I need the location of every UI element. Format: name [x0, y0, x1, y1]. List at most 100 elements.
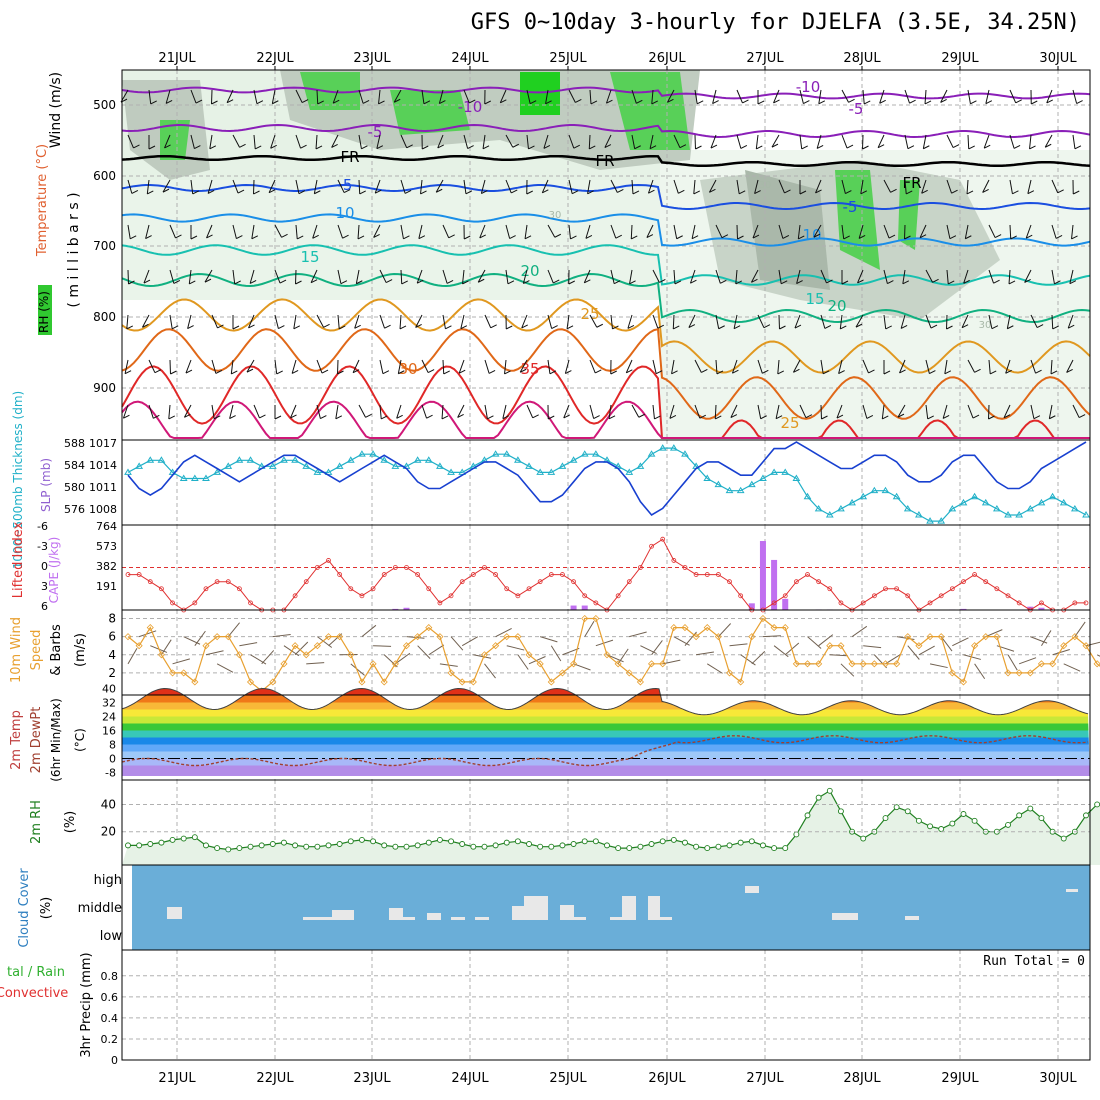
ylabel-temp: Temperature (°C)	[35, 144, 50, 257]
wind-barb	[379, 314, 386, 329]
rh-marker	[503, 839, 510, 846]
wind-speed-marker	[191, 678, 199, 686]
rh-marker	[125, 842, 131, 849]
wind-barb-flag	[1013, 144, 1021, 149]
rh-marker	[481, 843, 488, 850]
wind-barb	[188, 269, 192, 284]
date-label-top: 30JUL	[1039, 51, 1077, 66]
wind-speed-marker	[347, 651, 355, 659]
rh-marker	[258, 842, 265, 849]
wind-barb	[1030, 314, 1038, 328]
wind-barb	[352, 359, 360, 373]
lifted-index-marker	[860, 600, 866, 606]
ylabel-cloud: Cloud Cover	[17, 868, 32, 948]
wind-speed-marker	[859, 660, 867, 668]
wind-barb-flag	[877, 144, 885, 149]
wind-barb	[974, 663, 986, 680]
wind-barb	[689, 269, 696, 284]
wind-barb	[477, 269, 486, 283]
wind-barb	[519, 359, 528, 373]
wind-speed-marker	[324, 633, 333, 641]
wind-speed-marker	[848, 660, 856, 668]
lifted-index-marker	[292, 593, 298, 599]
wind-barb-flag	[718, 325, 725, 330]
thickness-marker	[569, 456, 578, 463]
wind-barb	[1072, 404, 1080, 418]
wind-barb	[836, 404, 843, 419]
wind-barb	[985, 89, 990, 104]
lifted-index-marker	[649, 543, 654, 549]
wind-barb-flag	[343, 189, 351, 194]
thickness-marker	[380, 456, 389, 463]
rh-marker	[336, 841, 343, 847]
wind-barb-flag	[720, 279, 727, 284]
thickness-marker	[558, 462, 567, 469]
wind-barb-flag	[756, 145, 763, 150]
rh-marker	[1016, 812, 1023, 819]
wind-barb-flag	[1046, 99, 1053, 104]
wind-barb-flag	[691, 235, 699, 240]
wind-barb	[480, 179, 486, 194]
lifted-index-marker	[626, 579, 632, 585]
lifted-index-marker	[894, 586, 900, 592]
wind-barb	[230, 359, 234, 374]
wind-barb-flag	[801, 145, 808, 150]
rh-marker	[169, 836, 176, 843]
wind-barb	[839, 314, 843, 329]
wind-barb	[731, 359, 738, 374]
ytick-thickness: 576	[64, 503, 85, 516]
wind-barb	[1085, 641, 1100, 647]
wind-barb	[925, 404, 929, 419]
wind-barb-flag	[904, 235, 911, 240]
wind-barb	[127, 179, 133, 194]
wind-barb	[925, 269, 934, 283]
lifted-index-marker	[838, 600, 844, 606]
lifted-index-marker	[170, 600, 175, 606]
lifted-index-marker	[871, 593, 877, 599]
wind-barb-flag	[634, 145, 641, 150]
rh-fill	[122, 790, 1100, 865]
cloud-block	[574, 917, 586, 920]
wind-barb-flag	[590, 100, 598, 105]
wind-barb	[122, 404, 129, 419]
wind-barb	[851, 625, 868, 638]
wind-barb-flag	[279, 279, 287, 284]
wind-speed-marker	[737, 678, 745, 686]
wind-barb	[1018, 657, 1037, 665]
wind-barb-flag	[189, 280, 196, 285]
wind-barb-flag	[337, 370, 344, 375]
wind-barb	[272, 633, 291, 638]
wind-barb	[706, 663, 723, 674]
wind-barb-flag	[905, 190, 913, 195]
rh-marker	[1060, 835, 1067, 842]
panel-frame	[121, 949, 1091, 1061]
wind-barb	[473, 654, 492, 659]
wind-barb-flag	[1044, 143, 1052, 148]
lifted-index-marker	[415, 572, 421, 577]
wind-barb	[185, 359, 192, 374]
date-label-top: 21JUL	[158, 51, 196, 66]
contour-label: 30	[759, 180, 772, 191]
cloud-block	[403, 917, 415, 920]
wind-speed-marker	[614, 660, 622, 668]
wind-barb-flag	[629, 280, 636, 285]
wind-barb-flag	[951, 189, 958, 194]
cape-bar	[1038, 607, 1045, 610]
rh-marker	[281, 839, 287, 846]
wind-barb-flag	[1069, 280, 1077, 285]
temperature-contour-line	[121, 327, 1091, 420]
wind-barb-flag	[968, 145, 975, 150]
wind-barb-flag	[422, 145, 429, 150]
wind-barb	[541, 179, 549, 193]
wind-barb	[1052, 649, 1070, 656]
lifted-index-marker	[359, 593, 365, 599]
wind-speed-marker	[503, 633, 511, 641]
wind-barb	[946, 269, 949, 284]
wind-barb-flag	[923, 145, 930, 150]
ylabel-cape: CAPE (J/kg)	[47, 537, 61, 604]
wind-speed-marker	[302, 651, 310, 659]
wind-barb	[1046, 89, 1053, 104]
wind-barb-flag	[930, 324, 938, 329]
cloud-block	[660, 917, 672, 920]
wind-barb	[589, 89, 592, 105]
